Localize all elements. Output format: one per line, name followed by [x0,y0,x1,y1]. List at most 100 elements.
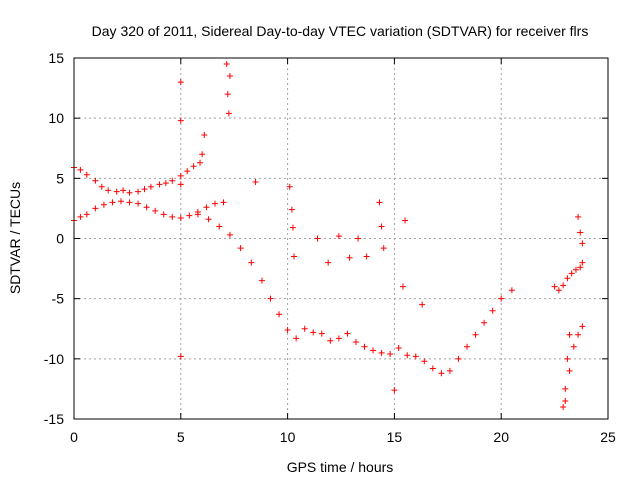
plot-points [71,61,586,410]
y-tick-label: 0 [56,231,64,247]
data-point [562,385,569,392]
x-tick-label: 5 [177,429,185,445]
data-point [570,343,577,350]
data-point [572,266,579,273]
data-point [579,323,586,330]
data-point [267,295,274,302]
data-point [291,253,298,260]
data-point [575,331,582,338]
data-point [109,199,116,206]
data-point [117,198,124,205]
grid-lines [74,58,608,419]
data-point [177,79,184,86]
data-point [579,259,586,266]
data-point [216,223,223,230]
data-point [395,345,402,352]
data-point [177,172,184,179]
data-point [346,254,353,261]
data-point [201,132,208,139]
axis-ticks [73,57,609,420]
data-point [419,301,426,308]
data-point [177,181,184,188]
data-point [376,199,383,206]
data-point [135,188,142,195]
y-tick-label: -10 [44,351,64,367]
data-point [412,353,419,360]
data-point [455,355,462,362]
data-point [352,338,359,345]
data-point [203,204,210,211]
data-point [237,245,244,252]
data-point [289,224,296,231]
data-point [186,212,193,219]
data-point [325,259,332,266]
data-point [252,178,259,185]
data-point [489,307,496,314]
data-point [224,91,231,98]
series-4 [551,259,586,404]
data-point [464,343,471,350]
y-axis-label: SDTVAR / TECUs [7,182,23,294]
x-axis-label: GPS time / hours [287,459,394,475]
data-point [355,235,362,242]
data-point [404,352,411,359]
data-point [177,215,184,222]
series-3 [177,61,586,410]
data-point [577,264,584,271]
data-point [83,211,90,218]
data-point [169,213,176,220]
data-point [177,117,184,124]
data-point [147,183,154,190]
data-point [566,331,573,338]
data-point [194,211,201,218]
data-point [162,180,169,187]
data-point [177,353,184,360]
data-point [361,343,368,350]
data-point [560,403,567,410]
data-point [120,187,127,194]
data-point [564,275,571,282]
data-point [141,186,148,193]
data-point [363,253,370,260]
data-point [335,233,342,240]
data-point [284,326,291,333]
data-point [98,183,105,190]
data-point [226,231,233,238]
data-point [387,351,394,358]
data-point [225,110,232,117]
data-point [380,245,387,252]
data-point [481,319,488,326]
data-point [92,177,99,184]
data-point [77,166,84,173]
data-point [438,370,445,377]
x-tick-label: 10 [280,429,296,445]
data-point [205,216,212,223]
data-point [199,151,206,158]
data-point [223,61,230,68]
y-tick-label: -5 [52,291,65,307]
data-point [378,349,385,356]
data-point [211,200,218,207]
data-point [318,330,325,337]
data-point [220,199,227,206]
data-point [335,335,342,342]
data-point [402,217,409,224]
data-point [327,337,334,344]
series-2 [194,211,515,377]
data-point [113,188,120,195]
data-point [83,171,90,178]
chart-title: Day 320 of 2011, Sidereal Day-to-day VTE… [92,23,589,39]
data-point [562,397,569,404]
data-point [429,365,436,372]
data-point [575,213,582,220]
data-point [344,330,351,337]
data-point [301,325,308,332]
data-point [564,355,571,362]
x-tick-label: 25 [600,429,616,445]
data-point [248,259,255,266]
data-point [577,229,584,236]
data-point [568,270,575,277]
data-point [421,358,428,365]
data-point [566,367,573,374]
series-0 [71,159,204,196]
